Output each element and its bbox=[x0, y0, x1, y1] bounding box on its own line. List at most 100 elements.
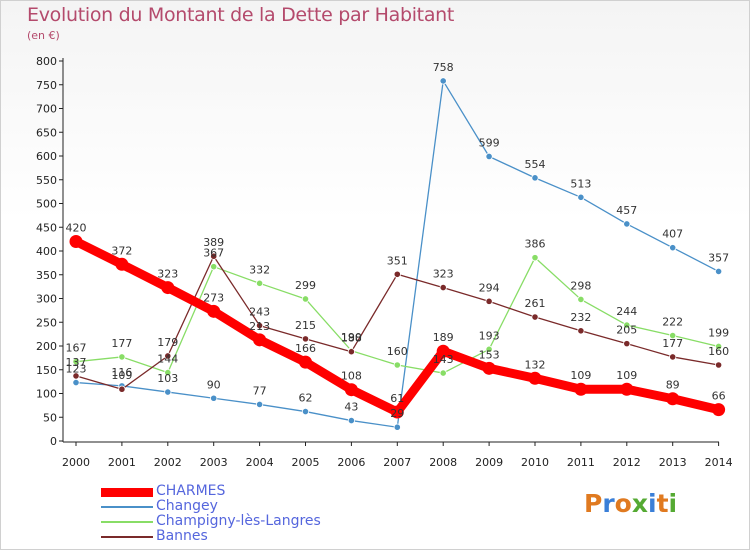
data-label-champigny-les-langres: 144 bbox=[157, 353, 178, 366]
axes: 0 50 100 150 200 250 300 350 400 450 500 550 600 650 7… bbox=[36, 55, 733, 469]
x-tick-label: 2000 bbox=[62, 456, 90, 469]
x-tick-label: 2009 bbox=[475, 456, 503, 469]
data-label-changey: 407 bbox=[662, 228, 683, 241]
y-tick-label: 400 bbox=[36, 245, 57, 258]
data-label-champigny-les-langres: 177 bbox=[111, 337, 132, 350]
series-lines bbox=[69, 77, 726, 431]
data-point-charmes bbox=[161, 281, 175, 295]
data-point-changey bbox=[164, 388, 172, 396]
data-point-bannes bbox=[118, 385, 126, 393]
data-label-changey: 599 bbox=[479, 136, 500, 149]
data-point-bannes bbox=[485, 297, 493, 305]
data-point-bannes bbox=[210, 252, 218, 260]
data-label-champigny-les-langres: 386 bbox=[525, 238, 546, 251]
data-label-changey: 62 bbox=[299, 392, 313, 405]
data-point-bannes bbox=[623, 340, 631, 348]
legend-label-champigny: Champigny-lès-Langres bbox=[156, 513, 321, 529]
data-point-changey bbox=[669, 244, 677, 252]
data-labels: 123 116 103 90 77 62 43 29 758 599 554 513 457 407 357… bbox=[66, 61, 730, 420]
data-point-bannes bbox=[714, 361, 723, 369]
data-label-charmes: 109 bbox=[570, 369, 591, 382]
data-point-charmes bbox=[528, 371, 542, 385]
x-tick-label: 2010 bbox=[521, 456, 549, 469]
y-tick-label: 800 bbox=[36, 55, 57, 68]
data-point-champigny-les-langres bbox=[210, 263, 218, 271]
data-point-changey bbox=[301, 407, 310, 416]
data-point-changey bbox=[439, 77, 447, 85]
data-label-charmes: 372 bbox=[111, 244, 132, 257]
data-label-bannes: 137 bbox=[66, 356, 87, 369]
data-point-bannes bbox=[393, 270, 401, 278]
data-label-bannes: 188 bbox=[341, 332, 362, 345]
data-point-changey bbox=[577, 193, 585, 201]
logo-letter: t bbox=[656, 489, 669, 518]
x-tick-label: 2002 bbox=[154, 456, 182, 469]
data-label-bannes: 261 bbox=[525, 297, 546, 310]
legend-label-changey: Changey bbox=[156, 498, 218, 514]
data-point-changey bbox=[531, 174, 539, 182]
x-tick-label: 2007 bbox=[383, 456, 411, 469]
data-label-bannes: 109 bbox=[111, 369, 132, 382]
x-tick-label: 2004 bbox=[246, 456, 274, 469]
legend-swatch-bannes bbox=[101, 536, 153, 538]
y-tick-label: 300 bbox=[36, 293, 57, 306]
data-point-charmes bbox=[115, 257, 129, 271]
legend-swatch-changey bbox=[101, 506, 153, 508]
y-tick-label: 600 bbox=[36, 150, 57, 163]
data-label-bannes: 215 bbox=[295, 319, 316, 332]
data-point-changey bbox=[347, 416, 355, 425]
x-tick-label: 2003 bbox=[200, 456, 228, 469]
data-label-charmes: 61 bbox=[390, 392, 404, 405]
x-tick-label: 2013 bbox=[659, 456, 687, 469]
data-point-charmes bbox=[299, 355, 312, 369]
data-label-charmes: 213 bbox=[249, 320, 270, 333]
logo-letter: o bbox=[614, 489, 632, 518]
data-label-changey: 29 bbox=[390, 407, 404, 420]
data-label-bannes: 323 bbox=[433, 268, 454, 281]
data-point-charmes bbox=[69, 235, 83, 248]
data-point-changey bbox=[393, 423, 401, 431]
data-label-changey: 758 bbox=[433, 61, 454, 74]
data-label-charmes: 89 bbox=[666, 379, 680, 392]
x-tick-label: 2001 bbox=[108, 456, 136, 469]
y-tick-label: 50 bbox=[43, 411, 57, 424]
data-point-champigny-les-langres bbox=[118, 353, 126, 361]
y-tick-label: 100 bbox=[36, 388, 57, 401]
data-point-bannes bbox=[72, 372, 80, 380]
data-point-charmes bbox=[344, 383, 358, 397]
data-label-charmes: 323 bbox=[157, 268, 178, 281]
data-label-champigny-les-langres: 367 bbox=[203, 247, 224, 260]
data-label-changey: 103 bbox=[157, 372, 178, 385]
logo-letter: i bbox=[648, 489, 657, 518]
data-label-charmes: 108 bbox=[341, 370, 362, 383]
data-label-champigny-les-langres: 167 bbox=[66, 342, 87, 355]
data-label-bannes: 389 bbox=[203, 236, 224, 249]
data-point-bannes bbox=[347, 348, 355, 356]
y-tick-label: 0 bbox=[50, 435, 57, 448]
data-label-changey: 513 bbox=[570, 177, 591, 190]
legend-swatch-champigny bbox=[101, 521, 153, 523]
data-point-champigny-les-langres bbox=[164, 368, 172, 377]
legend-label-bannes: Bannes bbox=[156, 528, 208, 544]
data-point-champigny-les-langres bbox=[393, 361, 401, 369]
y-tick-label: 350 bbox=[36, 269, 57, 282]
chart-unit-label: (en €) bbox=[27, 29, 60, 42]
data-point-charmes bbox=[666, 392, 680, 406]
data-point-charmes bbox=[574, 382, 588, 396]
x-tick-label: 2006 bbox=[337, 456, 365, 469]
data-label-changey: 77 bbox=[253, 384, 267, 397]
data-point-charmes bbox=[620, 382, 634, 396]
data-point-bannes bbox=[301, 335, 310, 343]
data-point-changey bbox=[485, 152, 493, 161]
data-label-champigny-les-langres: 193 bbox=[479, 329, 500, 342]
data-point-bannes bbox=[531, 313, 539, 321]
y-tick-label: 500 bbox=[36, 198, 57, 211]
data-label-bannes: 179 bbox=[157, 336, 178, 349]
data-point-champigny-les-langres bbox=[531, 254, 539, 262]
data-point-champigny-les-langres bbox=[301, 295, 310, 303]
data-point-charmes bbox=[712, 403, 726, 417]
data-point-champigny-les-langres bbox=[439, 369, 447, 377]
data-point-charmes bbox=[207, 304, 221, 318]
data-point-changey bbox=[714, 267, 723, 276]
